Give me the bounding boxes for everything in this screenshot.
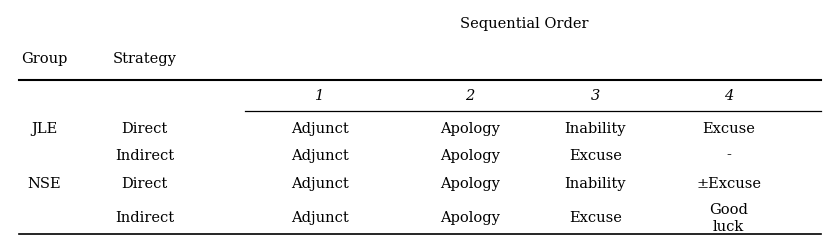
Text: 2: 2 — [465, 89, 475, 103]
Text: Inability: Inability — [564, 176, 626, 191]
Text: Adjunct: Adjunct — [291, 149, 349, 162]
Text: Direct: Direct — [122, 122, 168, 136]
Text: Apology: Apology — [440, 211, 500, 226]
Text: Good
luck: Good luck — [709, 203, 748, 234]
Text: Adjunct: Adjunct — [291, 122, 349, 136]
Text: -: - — [727, 149, 731, 162]
Text: Apology: Apology — [440, 122, 500, 136]
Text: NSE: NSE — [28, 176, 61, 191]
Text: Adjunct: Adjunct — [291, 176, 349, 191]
Text: ±Excuse: ±Excuse — [696, 176, 761, 191]
Text: Indirect: Indirect — [115, 211, 174, 226]
Text: 3: 3 — [591, 89, 600, 103]
Text: JLE: JLE — [31, 122, 58, 136]
Text: Excuse: Excuse — [702, 122, 755, 136]
Text: Apology: Apology — [440, 149, 500, 162]
Text: 1: 1 — [315, 89, 324, 103]
Text: Sequential Order: Sequential Order — [460, 17, 589, 31]
Text: Excuse: Excuse — [569, 211, 622, 226]
Text: Excuse: Excuse — [569, 149, 622, 162]
Text: Apology: Apology — [440, 176, 500, 191]
Text: Indirect: Indirect — [115, 149, 174, 162]
Text: Strategy: Strategy — [113, 52, 176, 66]
Text: Group: Group — [21, 52, 68, 66]
Text: Direct: Direct — [122, 176, 168, 191]
Text: Adjunct: Adjunct — [291, 211, 349, 226]
Text: Inability: Inability — [564, 122, 626, 136]
Text: 4: 4 — [724, 89, 733, 103]
